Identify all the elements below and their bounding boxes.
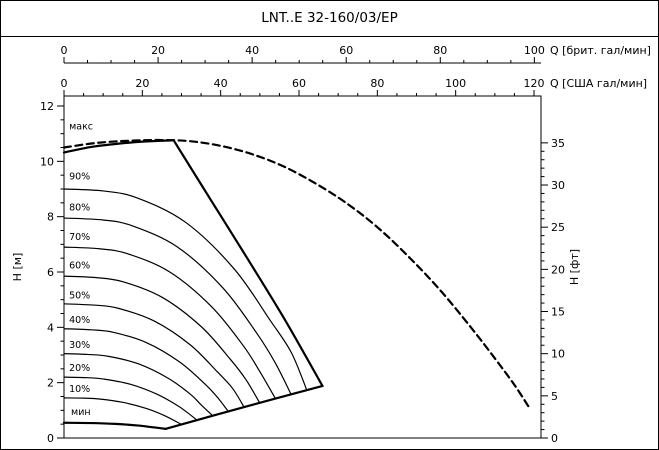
right-axis-tick-label: 0 — [551, 432, 558, 445]
right-axis-tick-label: 20 — [551, 263, 565, 276]
usa-axis-tick-label: 120 — [524, 77, 545, 90]
right-axis-tick-label: 30 — [551, 179, 565, 192]
right-axis-title: H [фт] — [568, 249, 581, 285]
brit-axis-tick-label: 40 — [245, 44, 259, 57]
usa-axis-tick-label: 80 — [370, 77, 384, 90]
left-axis-tick-label: 4 — [47, 321, 54, 334]
left-axis-tick-label: 6 — [47, 266, 54, 279]
curve-20pct-label: 20% — [69, 363, 90, 374]
min-curve — [62, 421, 167, 430]
right-axis-tick-label: 5 — [551, 390, 558, 403]
curve-40pct-label: 40% — [69, 315, 90, 326]
brit-axis-tick-label: 100 — [524, 44, 545, 57]
brit-axis-title: Q [брит. гал/мин] — [550, 44, 651, 57]
curve-80pct-label: 80% — [69, 203, 90, 214]
left-axis-tick-label: 12 — [40, 100, 54, 113]
right-axis-tick-label: 10 — [551, 348, 565, 361]
brit-axis-tick-label: 20 — [151, 44, 165, 57]
left-axis-tick-label: 8 — [47, 211, 54, 224]
right-axis-tick-label: 15 — [551, 306, 565, 319]
usa-axis-tick-label: 0 — [61, 77, 68, 90]
curve-50pct-label: 50% — [69, 290, 90, 301]
curve-30pct-label: 30% — [69, 340, 90, 351]
min-curve-label: мин — [71, 407, 91, 418]
left-axis-tick-label: 0 — [47, 432, 54, 445]
usa-axis-tick-label: 100 — [445, 77, 466, 90]
curve-30pct — [63, 353, 214, 417]
max-curve-top — [62, 139, 175, 154]
right-axis-tick-label: 35 — [551, 137, 565, 150]
curve-40pct — [63, 328, 230, 413]
curve-90pct-label: 90% — [69, 171, 90, 182]
curve-20pct — [63, 376, 198, 421]
chart-title: LNT..E 32-160/03/EP — [1, 1, 658, 37]
duty-range-bottom-boundary — [164, 384, 324, 430]
usa-axis-tick-label: 20 — [135, 77, 149, 90]
brit-axis-tick-label: 0 — [61, 44, 68, 57]
brit-axis-tick-label: 60 — [339, 44, 353, 57]
usa-axis-tick-label: 60 — [292, 77, 306, 90]
curve-60pct — [63, 275, 261, 404]
max-curve-top-label: макс — [69, 122, 93, 133]
usa-axis-title: Q [США гал/мин] — [550, 77, 647, 90]
curve-70pct-label: 70% — [69, 232, 90, 243]
left-axis-tick-label: 10 — [40, 155, 54, 168]
right-axis-tick-label: 25 — [551, 221, 565, 234]
usa-axis-tick-label: 40 — [214, 77, 228, 90]
curve-10pct — [63, 397, 183, 426]
max-curve-descent — [172, 139, 324, 388]
curve-50pct — [63, 303, 245, 408]
curve-80pct — [63, 217, 292, 396]
curve-90pct — [63, 188, 308, 391]
brit-axis-tick-label: 80 — [433, 44, 447, 57]
curve-70pct — [63, 246, 277, 400]
left-axis-title: H [м] — [11, 253, 24, 282]
plot-frame — [63, 95, 542, 439]
left-axis-tick-label: 2 — [47, 377, 54, 390]
curve-60pct-label: 60% — [69, 261, 90, 272]
max-curve-full-range — [62, 138, 532, 411]
curve-10pct-label: 10% — [69, 384, 90, 395]
